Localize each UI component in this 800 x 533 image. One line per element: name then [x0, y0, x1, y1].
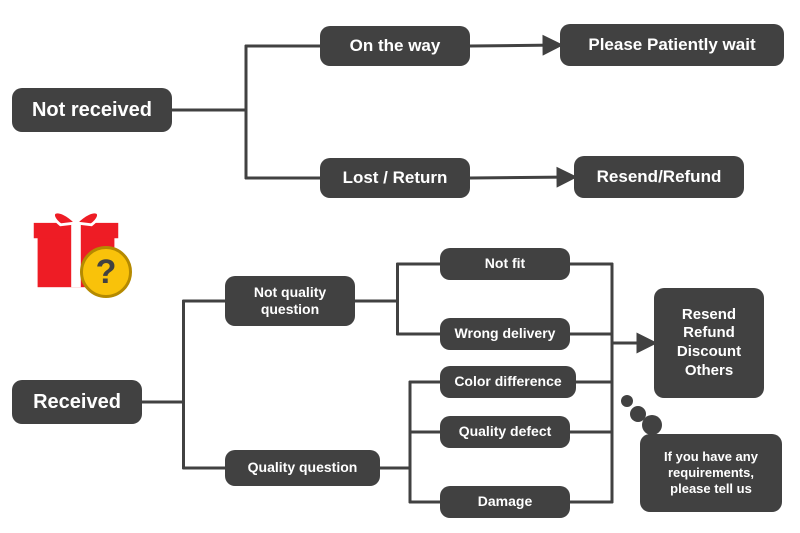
edge [470, 177, 574, 178]
node-label: Resend Refund Discount Others [677, 306, 741, 381]
node-wrong-delivery: Wrong delivery [440, 318, 570, 350]
node-label: Damage [478, 493, 532, 511]
node-not-fit: Not fit [440, 248, 570, 280]
node-label: Color difference [454, 373, 561, 391]
node-label: Please Patiently wait [588, 34, 755, 55]
node-not-quality: Not quality question [225, 276, 355, 326]
node-outcomes: Resend Refund Discount Others [654, 288, 764, 398]
thought-dot-icon [621, 395, 633, 407]
node-label: If you have any requirements, please tel… [650, 449, 772, 498]
thought-dot-icon [630, 406, 646, 422]
node-on-the-way: On the way [320, 26, 470, 66]
node-not-received: Not received [12, 88, 172, 132]
flowchart-canvas: Not received On the way Please Patiently w… [0, 0, 800, 533]
node-tell-us: If you have any requirements, please tel… [640, 434, 782, 512]
gift-icon: ? [28, 196, 124, 292]
thought-dot-icon [642, 415, 662, 435]
node-resend-refund: Resend/Refund [574, 156, 744, 198]
node-please-wait: Please Patiently wait [560, 24, 784, 66]
node-received: Received [12, 380, 142, 424]
edge [470, 45, 560, 46]
question-badge-icon: ? [80, 246, 132, 298]
node-label: On the way [350, 35, 441, 56]
node-label: Not received [32, 98, 152, 123]
node-lost-return: Lost / Return [320, 158, 470, 198]
node-label: Lost / Return [343, 167, 448, 188]
node-color-diff: Color difference [440, 366, 576, 398]
node-label: Quality question [248, 459, 358, 477]
node-quality-defect: Quality defect [440, 416, 570, 448]
node-label: Quality defect [459, 423, 552, 441]
node-damage: Damage [440, 486, 570, 518]
node-label: Not fit [485, 255, 525, 273]
node-label: Wrong delivery [455, 325, 556, 343]
node-label: Resend/Refund [597, 166, 722, 187]
node-quality: Quality question [225, 450, 380, 486]
node-label: Not quality question [235, 284, 345, 319]
node-label: Received [33, 390, 121, 415]
